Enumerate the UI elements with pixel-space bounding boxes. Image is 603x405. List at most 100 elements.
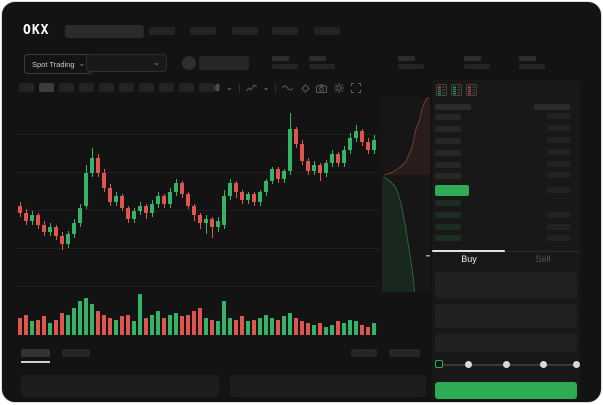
- timeframe-button-6[interactable]: [119, 83, 134, 92]
- timeframe-button-3[interactable]: [59, 83, 74, 92]
- ask-row-amount[interactable]: [547, 161, 570, 167]
- nav-item-5[interactable]: [314, 27, 340, 35]
- bottom-tab-orders[interactable]: [21, 349, 50, 357]
- candle: [138, 205, 142, 212]
- bottom-panel-left: [21, 375, 219, 397]
- bottom-action-block-1[interactable]: [351, 349, 377, 357]
- nav-item-4[interactable]: [272, 27, 298, 35]
- ticker-stat-value-5: [519, 64, 545, 69]
- candle: [150, 203, 154, 214]
- tab-buy[interactable]: Buy: [461, 254, 477, 264]
- draw-icon[interactable]: [299, 83, 310, 94]
- ticker-stat-value-1: [272, 64, 298, 69]
- ask-row-price[interactable]: [435, 162, 461, 168]
- volume-bar: [276, 319, 280, 335]
- divider: [275, 83, 277, 93]
- timeframe-button-1[interactable]: [19, 83, 34, 92]
- ask-row-price[interactable]: [435, 150, 461, 156]
- camera-icon[interactable]: [316, 83, 328, 94]
- tab-sell[interactable]: Sell: [535, 254, 551, 264]
- candle: [192, 205, 196, 216]
- settings-icon[interactable]: [333, 83, 344, 94]
- chevron-down-icon[interactable]: ⌄: [226, 83, 233, 92]
- ask-row-amount[interactable]: [547, 137, 570, 143]
- orderbook-header-amount: [534, 104, 570, 110]
- pair-selector-dropdown[interactable]: ⌄: [86, 54, 167, 72]
- slider-stop-4[interactable]: [573, 361, 580, 368]
- ask-row-price[interactable]: [435, 126, 461, 132]
- pair-name-placeholder: [199, 56, 249, 70]
- candle: [372, 140, 376, 150]
- nav-item-1[interactable]: [149, 27, 175, 35]
- nav-item-3[interactable]: [232, 27, 258, 35]
- market-selector-button[interactable]: Spot Trading ⌄: [24, 54, 94, 74]
- volume-bar: [324, 326, 328, 335]
- volume-bar: [96, 311, 100, 335]
- orderbook-view-switch: [436, 84, 477, 96]
- candle: [156, 196, 160, 204]
- candle: [198, 215, 202, 223]
- candle: [186, 194, 190, 206]
- bid-row-price[interactable]: [435, 212, 461, 218]
- ask-row-price[interactable]: [435, 114, 461, 120]
- volume-bar: [336, 321, 340, 335]
- bid-row-price[interactable]: [435, 224, 461, 230]
- chevron-down-icon[interactable]: ⌄: [262, 83, 270, 92]
- amount-field[interactable]: [435, 304, 577, 328]
- bid-row-amount[interactable]: [547, 224, 570, 230]
- timeframe-button-7[interactable]: [139, 83, 154, 92]
- candle: [354, 130, 358, 139]
- fullscreen-icon[interactable]: [350, 83, 361, 94]
- candle: [222, 196, 226, 225]
- volume-bar: [126, 314, 130, 335]
- bid-row-price[interactable]: [435, 235, 461, 241]
- timeframe-button-10[interactable]: [199, 83, 214, 92]
- volume-bar: [162, 318, 166, 335]
- volume-bar: [114, 319, 118, 335]
- ticker-stat-label-4: [464, 56, 481, 61]
- timeframe-button-5[interactable]: [99, 83, 114, 92]
- total-field[interactable]: [435, 334, 577, 352]
- ask-row-price[interactable]: [435, 173, 461, 179]
- buy-submit-button[interactable]: [435, 382, 577, 399]
- volume-bar: [288, 312, 292, 335]
- indicator-icon[interactable]: [245, 83, 257, 94]
- candlestick-chart[interactable]: [16, 100, 380, 292]
- timeframe-button-9[interactable]: [179, 83, 194, 92]
- price-field[interactable]: [435, 272, 577, 298]
- candle: [48, 226, 52, 233]
- wave-icon[interactable]: [282, 83, 294, 94]
- timeframe-button-2[interactable]: [39, 83, 54, 92]
- bottom-tab-history[interactable]: [62, 349, 90, 357]
- candle: [300, 144, 304, 162]
- volume-bar: [36, 319, 40, 335]
- book-bids-icon[interactable]: [451, 84, 462, 96]
- timeframe-button-4[interactable]: [79, 83, 94, 92]
- ask-row-amount[interactable]: [547, 113, 570, 119]
- slider-stop-3[interactable]: [540, 361, 547, 368]
- gridline: [16, 210, 380, 211]
- bid-row-amount[interactable]: [547, 212, 570, 218]
- candle: [246, 194, 250, 200]
- book-asks-icon[interactable]: [466, 84, 477, 96]
- timeframe-button-8[interactable]: [159, 83, 174, 92]
- candle: [66, 234, 70, 244]
- slider-handle[interactable]: [435, 360, 443, 368]
- ask-row-amount[interactable]: [547, 149, 570, 155]
- volume-bar: [222, 301, 226, 335]
- ask-row-price[interactable]: [435, 138, 461, 144]
- book-combined-icon[interactable]: [436, 84, 447, 96]
- bid-row-price[interactable]: [435, 200, 461, 206]
- slider-stop-1[interactable]: [465, 361, 472, 368]
- volume-bar: [54, 319, 58, 335]
- search-bar[interactable]: [65, 25, 144, 38]
- depth-bids-line: [384, 176, 415, 292]
- bid-row-amount[interactable]: [547, 235, 570, 241]
- candle: [54, 226, 58, 237]
- orderbook-header-price: [435, 104, 471, 110]
- ask-row-amount[interactable]: [547, 172, 570, 178]
- nav-item-2[interactable]: [190, 27, 216, 35]
- ask-row-amount[interactable]: [547, 125, 570, 131]
- bottom-action-block-2[interactable]: [389, 349, 420, 357]
- slider-stop-2[interactable]: [503, 361, 510, 368]
